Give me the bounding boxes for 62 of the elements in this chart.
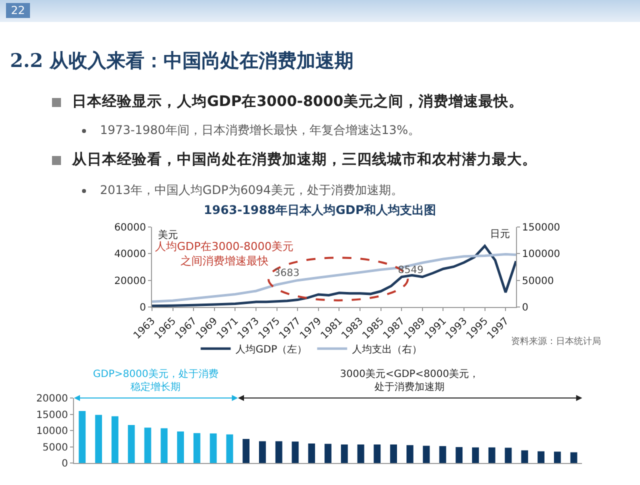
bar [128, 424, 135, 463]
y2-tick-label: 0 [522, 302, 528, 314]
bar [554, 452, 561, 463]
bar [439, 446, 446, 463]
bar [78, 411, 86, 463]
y-tick-label: 20000 [114, 276, 146, 287]
text: 2.2 从收入来看：中国尚处在消费加速期 [10, 49, 354, 74]
text: 1973-1980年间，日本消费增长最快，年复合增速达13%。 [100, 122, 420, 139]
text: 22 [6, 3, 30, 18]
annotation: 人均GDP在3000-8000美元之间消费增速最快 [155, 240, 294, 268]
bar [538, 451, 544, 463]
bar [160, 428, 168, 463]
bar [570, 452, 578, 463]
legend-label: 人均支出（右） [352, 344, 422, 356]
text: GDP>8000美元，处于消费稳定增长期 [93, 368, 218, 393]
annotation: 8549 [398, 265, 424, 276]
y-tick-label: 0 [62, 458, 68, 470]
y-tick-label: 0 [140, 302, 146, 314]
bar [340, 444, 348, 463]
bar [242, 438, 250, 463]
line-series [152, 252, 516, 303]
bar [472, 447, 479, 463]
bar [324, 444, 332, 463]
text: 从日本经验看，中国尚处在消费加速期，三四线城市和农村潜力最大。 [72, 150, 537, 169]
y2-axis-title: 日元 [490, 229, 510, 240]
bar [226, 434, 234, 463]
bar [112, 416, 118, 463]
y-tick-label: 10000 [36, 426, 68, 437]
bar [422, 446, 430, 463]
text: 日本经验显示，人均GDP在3000-8000美元之间，消费增速最快。 [72, 92, 524, 111]
bar [177, 431, 184, 463]
bar [275, 441, 282, 463]
bar [259, 441, 266, 463]
bar [390, 444, 397, 463]
y-tick-label: 40000 [114, 249, 146, 260]
bar [488, 447, 496, 463]
legend-label: 人均GDP（左） [236, 344, 308, 356]
bar [95, 414, 102, 463]
y2-tick-label: 50000 [522, 276, 554, 287]
bar [210, 433, 217, 463]
bar [504, 448, 512, 463]
chart-title: 1963-1988年日本人均GDP和人均支出图 [204, 202, 436, 217]
y-tick-label: 20000 [36, 394, 68, 404]
y-tick-label: 5000 [42, 442, 68, 454]
bar [308, 444, 316, 463]
text: 2013年，中国人均GDP为6094美元，处于消费加速期。 [100, 182, 403, 199]
bar [292, 442, 299, 463]
text: 资料来源：日本统计局 [511, 336, 601, 347]
text: 3000美元<GDP<8000美元，处于消费加速期 [340, 368, 480, 393]
bar [406, 445, 414, 463]
bar [456, 447, 463, 463]
y-tick-label: 60000 [114, 222, 146, 234]
y-tick-label: 15000 [36, 410, 68, 421]
bar [193, 433, 200, 463]
bar [521, 450, 528, 463]
bar [357, 444, 364, 463]
bar [374, 444, 381, 463]
y-axis-title: 美元 [158, 229, 178, 241]
y2-tick-label: 100000 [522, 249, 560, 260]
annotation: 3683 [274, 268, 300, 279]
y2-tick-label: 150000 [522, 222, 560, 234]
bar [144, 428, 152, 463]
